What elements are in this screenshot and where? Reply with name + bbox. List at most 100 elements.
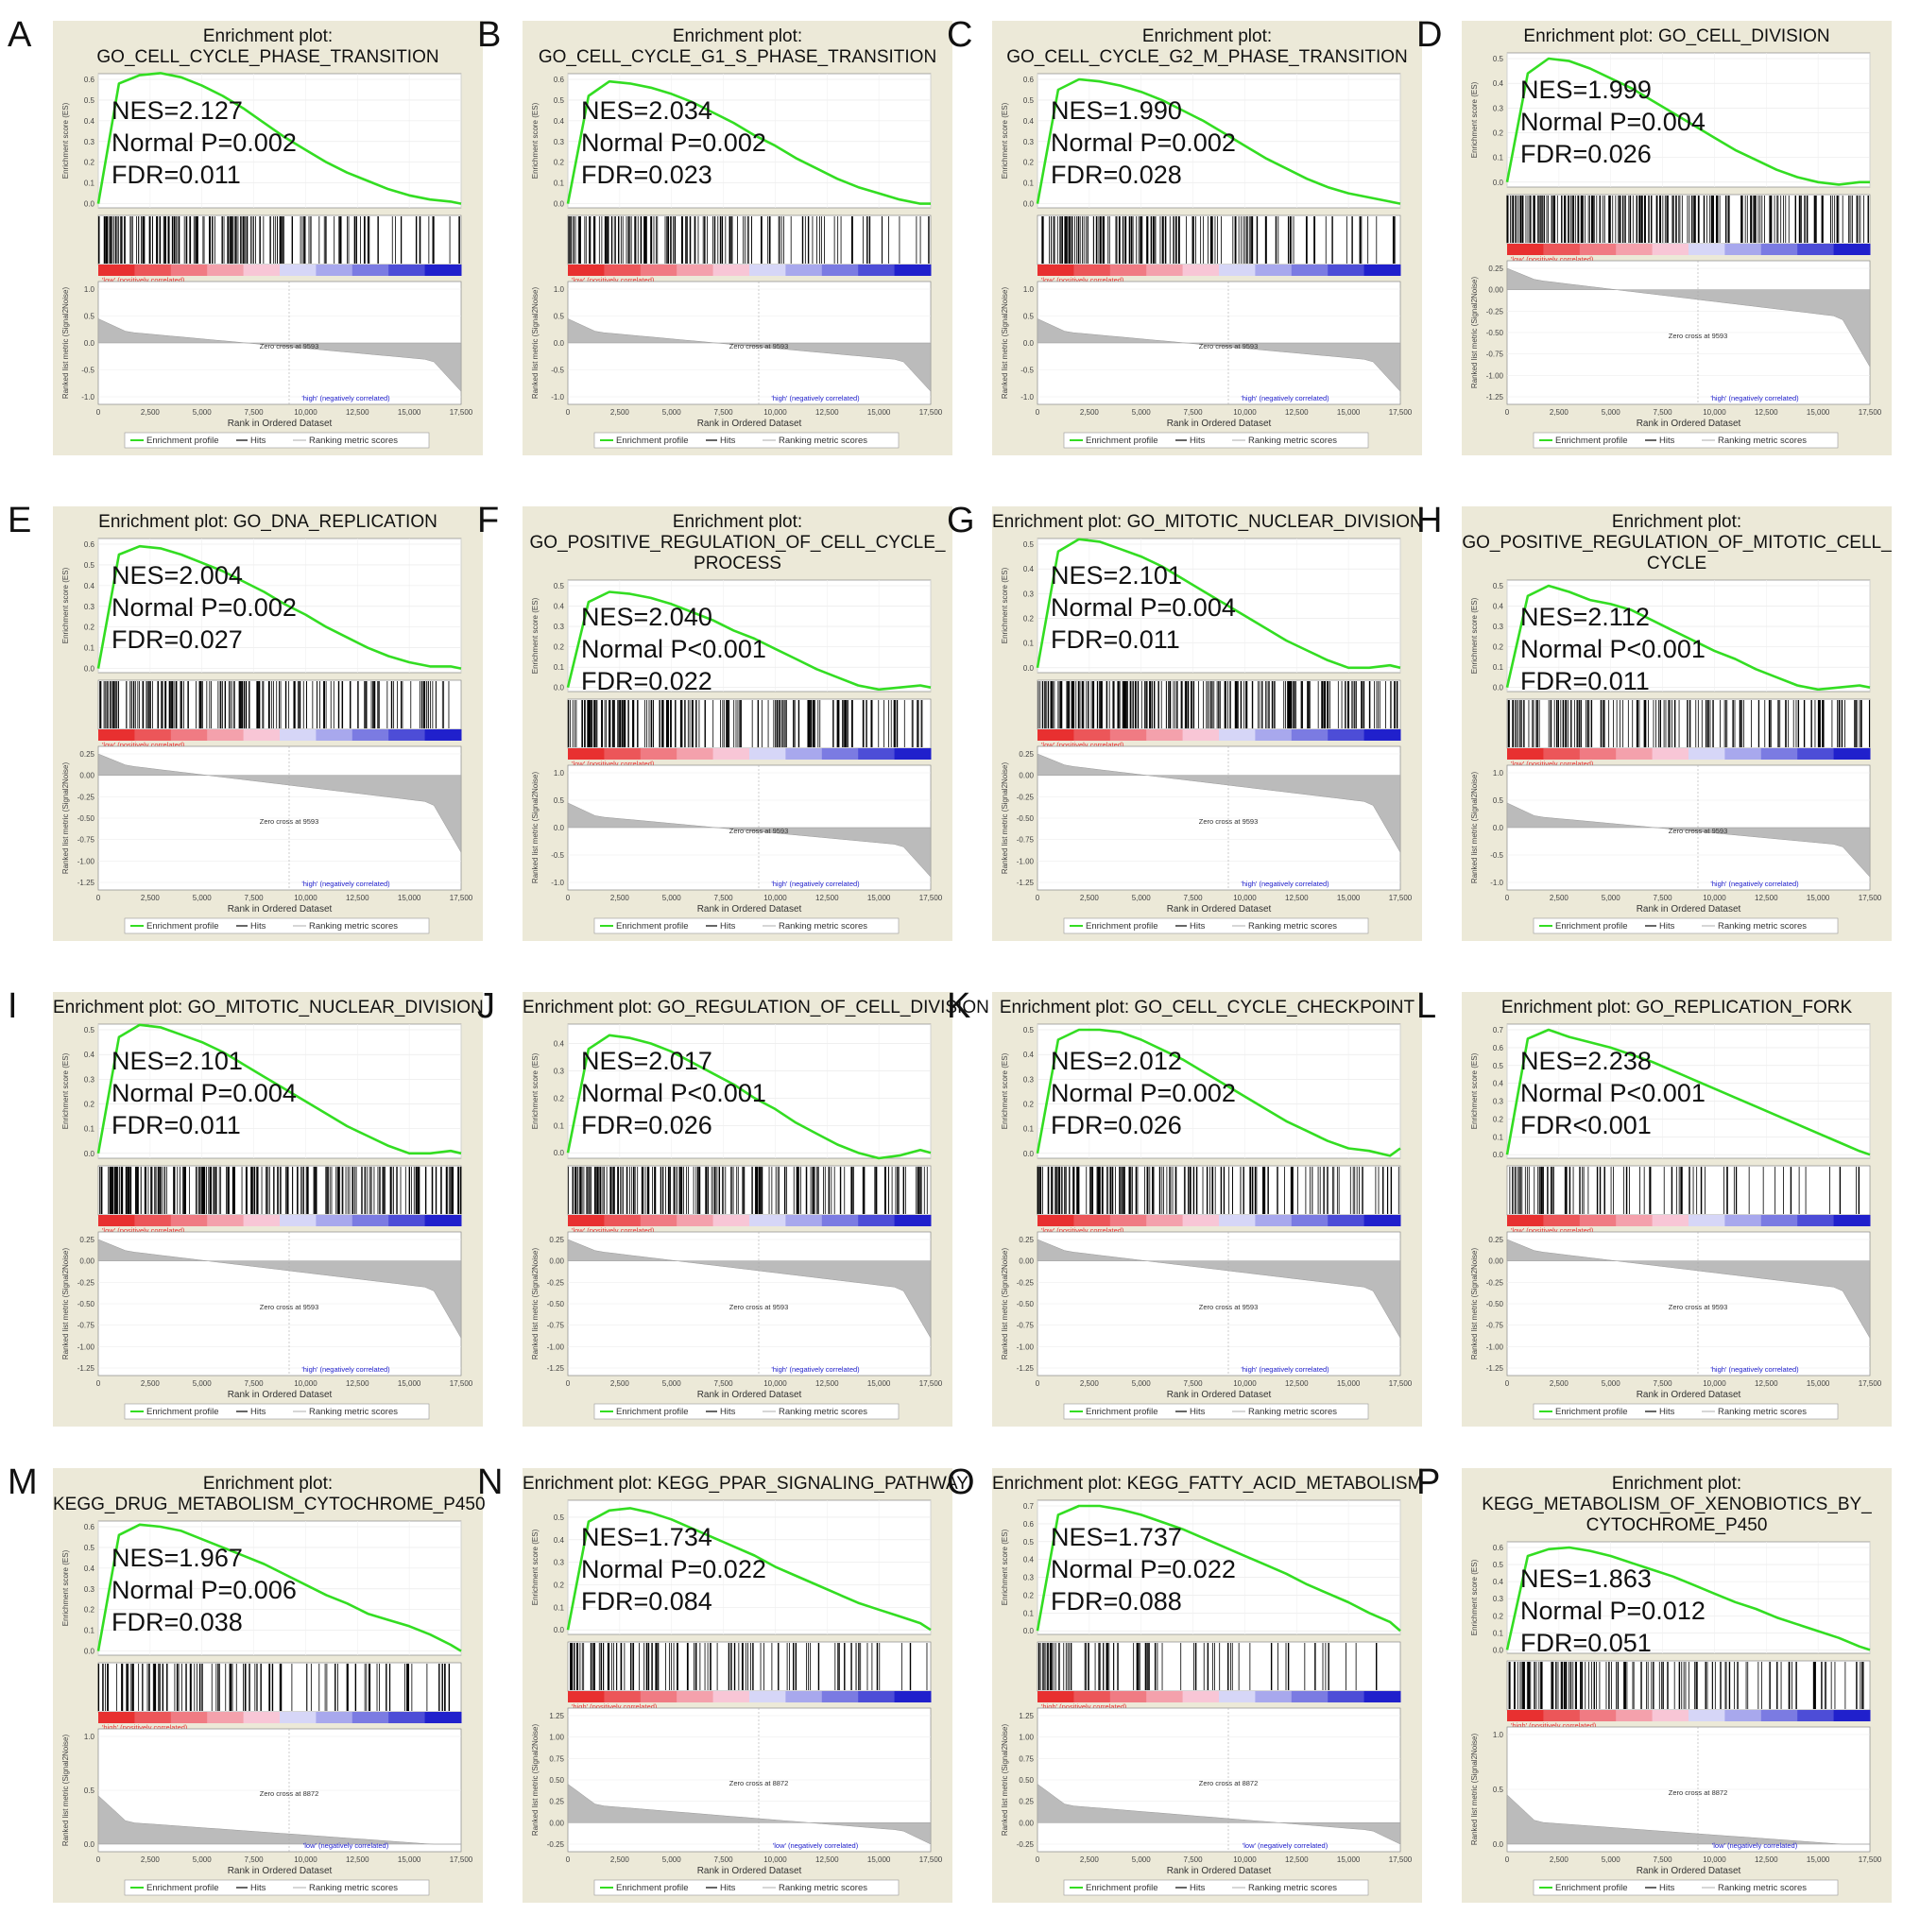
rank-color-segment [1328, 1215, 1365, 1226]
rank-color-segment [712, 1215, 750, 1226]
negative-correlation-label: 'high' (negatively correlated) [771, 1365, 860, 1374]
metric-tick-label: 1.00 [549, 1734, 564, 1742]
legend-enrichment-label: Enrichment profile [146, 1883, 219, 1893]
rank-color-segment [1146, 265, 1184, 276]
zero-cross-label: Zero cross at 9593 [729, 342, 789, 350]
negative-correlation-label: 'high' (negatively correlated) [771, 394, 860, 402]
x-tick-label: 10,000 [1703, 1855, 1726, 1864]
x-tick-label: 0 [1505, 408, 1510, 417]
rank-color-segment [640, 1215, 677, 1226]
es-axis-label: Enrichment score (ES) [61, 567, 70, 643]
chart-title: Enrichment plot: GO_MITOTIC_NUCLEAR_DIVI… [53, 998, 484, 1018]
metric-tick-label: 0.25 [549, 1236, 564, 1244]
es-tick-label: 0.5 [1023, 1026, 1035, 1034]
zero-cross-label: Zero cross at 9593 [260, 1303, 319, 1311]
rank-color-segment [858, 748, 896, 760]
es-tick-label: 0.4 [1023, 1051, 1035, 1059]
chart-title-line: GO_CELL_CYCLE_G2_M_PHASE_TRANSITION [1006, 47, 1408, 67]
metric-tick-label: 0.00 [549, 1257, 564, 1266]
positive-correlation-label: 'low' (positively correlated) [102, 1226, 185, 1235]
legend-box [1063, 432, 1369, 449]
x-tick-label: 17,500 [919, 1379, 943, 1388]
metric-tick-label: -0.5 [551, 367, 564, 375]
hits-area [567, 1165, 932, 1216]
gsea-svg: 0.0 0.1 0.2 0.3 0.4 0.5 Enrichment score (ES) N… [1470, 52, 1882, 449]
rank-color-segment [1616, 748, 1654, 760]
rank-color-segment [1797, 1710, 1835, 1721]
x-tick-label: 5,000 [662, 408, 682, 417]
rank-color-segment [388, 1712, 426, 1723]
rank-color-segment [134, 1215, 172, 1226]
es-tick-label: 0.4 [84, 117, 95, 126]
x-tick-label: 10,000 [1703, 1379, 1726, 1388]
plot-frame: Enrichment plot: GO_MITOTIC_NUCLEAR_DIVI… [992, 506, 1423, 941]
x-tick-label: 12,500 [1755, 894, 1778, 902]
rank-color-segment [1255, 1691, 1293, 1702]
metric-tick-label: -0.25 [77, 793, 95, 801]
hit-marks [97, 216, 460, 264]
rank-color-segment [749, 1215, 786, 1226]
x-tick-label: 2,500 [610, 1379, 630, 1388]
hit-marks [567, 700, 923, 747]
legend-metric-label: Ranking metric scores [309, 1883, 398, 1893]
chart-title-line: Enrichment plot: GO_CELL_DIVISION [1523, 26, 1830, 46]
es-plot-area [1506, 1023, 1871, 1159]
x-tick-label: 17,500 [1389, 894, 1413, 902]
x-tick-label: 15,000 [398, 1855, 421, 1864]
rank-color-segment [1255, 1215, 1293, 1226]
metric-tick-label: 0.25 [79, 1236, 94, 1244]
hit-marks [1506, 196, 1869, 243]
chart-title: Enrichment plot: KEGG_FATTY_ACID_METABOL… [992, 1474, 1422, 1495]
es-tick-label: 0.2 [1023, 1100, 1035, 1108]
metric-tick-label: -0.5 [81, 367, 94, 375]
x-tick-label: 5,000 [193, 1855, 213, 1864]
rank-color-segment [316, 1712, 353, 1723]
legend-box [1063, 917, 1369, 934]
es-tick-label: 0.5 [1493, 1062, 1504, 1070]
x-tick-label: 0 [1505, 1379, 1510, 1388]
plot-frame: Enrichment plot: KEGG_FATTY_ACID_METABOL… [992, 1468, 1422, 1903]
es-axis-label: Enrichment score (ES) [531, 597, 540, 674]
x-tick-label: 7,500 [1654, 894, 1673, 902]
es-tick-label: 0.5 [1023, 1538, 1035, 1547]
rank-color-segment [1724, 1215, 1762, 1226]
gsea-svg: 0.0 0.1 0.2 0.3 0.4 0.5 Enrichment score (ES) N… [1470, 579, 1882, 934]
es-tick-label: 0.1 [1493, 663, 1504, 672]
zero-cross-label: Zero cross at 8872 [1669, 1788, 1728, 1797]
metric-tick-label: -0.75 [1017, 1322, 1035, 1330]
rank-color-segment [134, 1712, 172, 1723]
x-tick-label: 10,000 [763, 1379, 787, 1388]
metric-tick-label: -1.00 [77, 1342, 95, 1351]
stat-text: Normal P<0.001 [1520, 1079, 1706, 1107]
x-tick-label: 15,000 [867, 1855, 891, 1864]
legend-metric-label: Ranking metric scores [779, 921, 867, 932]
enrichment-profile-line [1036, 1028, 1401, 1157]
zero-cross-label: Zero cross at 9593 [260, 817, 319, 826]
stat-text: FDR=0.026 [1520, 140, 1652, 168]
es-tick-label: 0.1 [1023, 180, 1035, 188]
rank-color-segment [1797, 244, 1835, 255]
x-axis-label: Rank in Ordered Dataset [228, 904, 333, 915]
panel-e: E Enrichment plot: GO_DNA_REPLICATION 0.0 0… [8, 493, 485, 970]
chart-title-line: Enrichment plot: [1611, 1474, 1742, 1494]
legend-box [1533, 917, 1839, 934]
metric-tick-label: -1.0 [1020, 393, 1034, 402]
chart-title-line: Enrichment plot: GO_MITOTIC_NUCLEAR_DIVI… [992, 512, 1423, 532]
x-tick-label: 15,000 [1337, 408, 1361, 417]
hit-marks [1037, 1643, 1378, 1690]
panel-letter: C [947, 15, 973, 55]
es-tick-label: 0.6 [1023, 1520, 1035, 1529]
rank-color-segment [1833, 748, 1871, 760]
rank-color-segment [1507, 1215, 1544, 1226]
panel-letter: P [1416, 1462, 1441, 1502]
metric-tick-label: -1.00 [1017, 857, 1035, 865]
panel-a: A Enrichment plot: GO_CELL_CYCLE_PHASE_TRA… [8, 8, 485, 485]
metric-tick-label: -1.25 [1017, 879, 1035, 887]
metric-tick-label: -1.00 [1486, 1342, 1504, 1351]
x-tick-label: 10,000 [294, 408, 317, 417]
metric-tick-label: -1.0 [1490, 879, 1503, 887]
legend-enrichment-label: Enrichment profile [146, 1407, 219, 1417]
zero-cross-label: Zero cross at 9593 [1199, 1303, 1259, 1311]
rank-color-segment [351, 1215, 389, 1226]
x-tick-label: 12,500 [1285, 1855, 1309, 1864]
